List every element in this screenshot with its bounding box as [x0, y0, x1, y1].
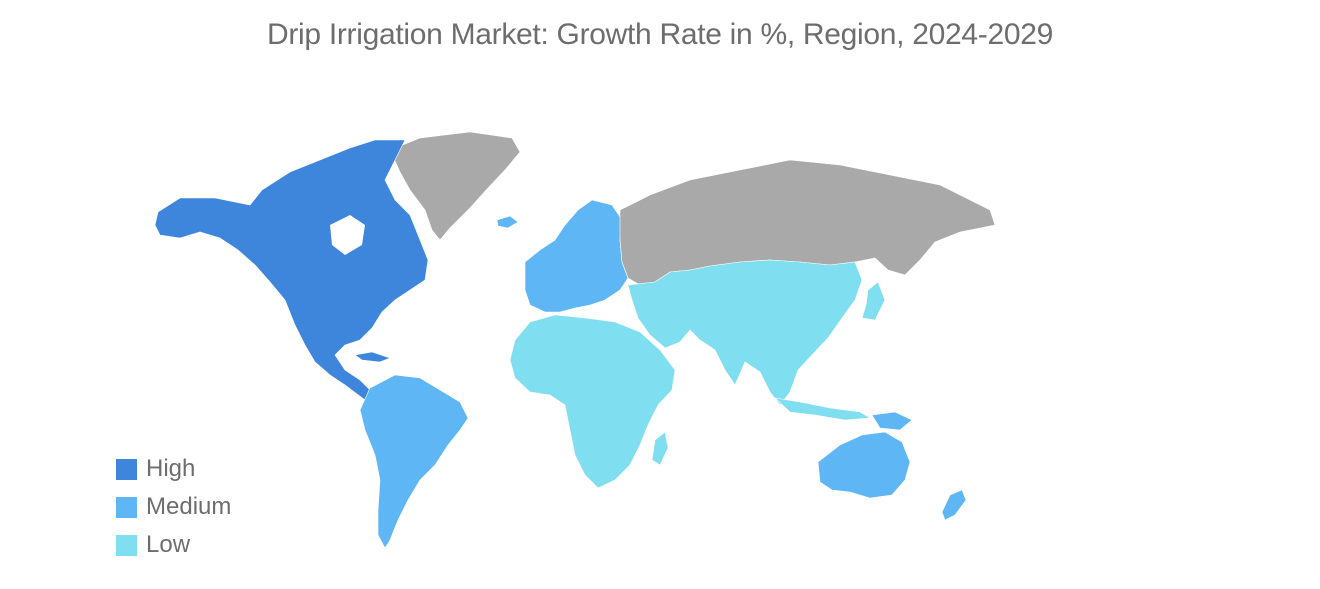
region-caribbean	[354, 351, 391, 363]
legend-label-high: High	[146, 455, 196, 482]
region-africa	[509, 314, 676, 489]
region-japan	[861, 281, 886, 321]
region-asia	[627, 259, 863, 406]
legend-swatch-medium	[116, 496, 137, 518]
legend-swatch-low	[116, 534, 137, 556]
legend-item-medium: Medium	[116, 488, 231, 526]
legend-item-high: High	[116, 450, 231, 488]
region-europe	[524, 199, 629, 313]
legend-item-low: Low	[116, 526, 231, 564]
legend-swatch-high	[116, 458, 137, 480]
legend: High Medium Low	[116, 450, 231, 564]
region-north-america	[154, 139, 429, 401]
region-greenland	[389, 131, 521, 241]
region-new-guinea	[871, 411, 913, 431]
region-new-zealand	[941, 489, 967, 521]
region-hudson-bay	[330, 215, 365, 255]
legend-label-medium: Medium	[146, 493, 232, 520]
region-australia	[817, 431, 911, 499]
region-iceland	[496, 215, 519, 229]
region-south-america	[359, 374, 469, 549]
legend-label-low: Low	[146, 531, 191, 558]
chart-title: Drip Irrigation Market: Growth Rate in %…	[266, 18, 1054, 51]
region-southeast-asia-islands	[774, 397, 871, 421]
region-madagascar	[651, 431, 669, 466]
